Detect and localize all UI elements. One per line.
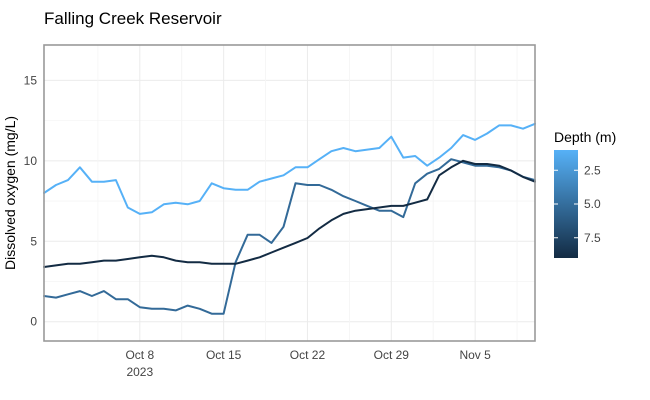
y-tick-label: 5 (30, 234, 37, 248)
x-tick-label: Oct 8 (125, 348, 154, 362)
colorbar-tick-label: 5.0 (584, 197, 601, 211)
legend: Depth (m) 2.5 5.0 7.5 (554, 129, 616, 258)
x-tick-label: Oct 29 (374, 348, 410, 362)
y-tick-label: 0 (30, 315, 37, 329)
legend-title: Depth (m) (554, 129, 616, 145)
x-tick-label: Oct 22 (290, 348, 326, 362)
series-line-1 (43, 122, 536, 215)
colorbar-tick-label: 7.5 (584, 231, 601, 245)
series-lines (43, 122, 536, 315)
plot-frame (43, 44, 536, 342)
colorbar-tick-label: 2.5 (584, 163, 601, 177)
series-line-3 (43, 159, 536, 268)
x-tick-year-label: 2023 (126, 365, 153, 379)
grid-lines (44, 45, 535, 341)
x-tick-label: Nov 5 (459, 348, 491, 362)
chart-title: Falling Creek Reservoir (44, 9, 222, 28)
y-axis-label: Dissolved oxygen (mg/L) (2, 116, 18, 270)
plot-background (44, 45, 535, 341)
y-tick-label: 10 (24, 154, 38, 168)
x-tick-label: Oct 15 (206, 348, 242, 362)
series-line-2 (43, 158, 536, 315)
colorbar-ticks: 2.5 5.0 7.5 (554, 163, 601, 245)
x-axis-ticks: Oct 8 2023 Oct 15 Oct 22 Oct 29 Nov 5 (125, 348, 491, 379)
y-axis-ticks: 0 5 10 15 (24, 73, 38, 328)
y-tick-label: 15 (24, 73, 38, 87)
